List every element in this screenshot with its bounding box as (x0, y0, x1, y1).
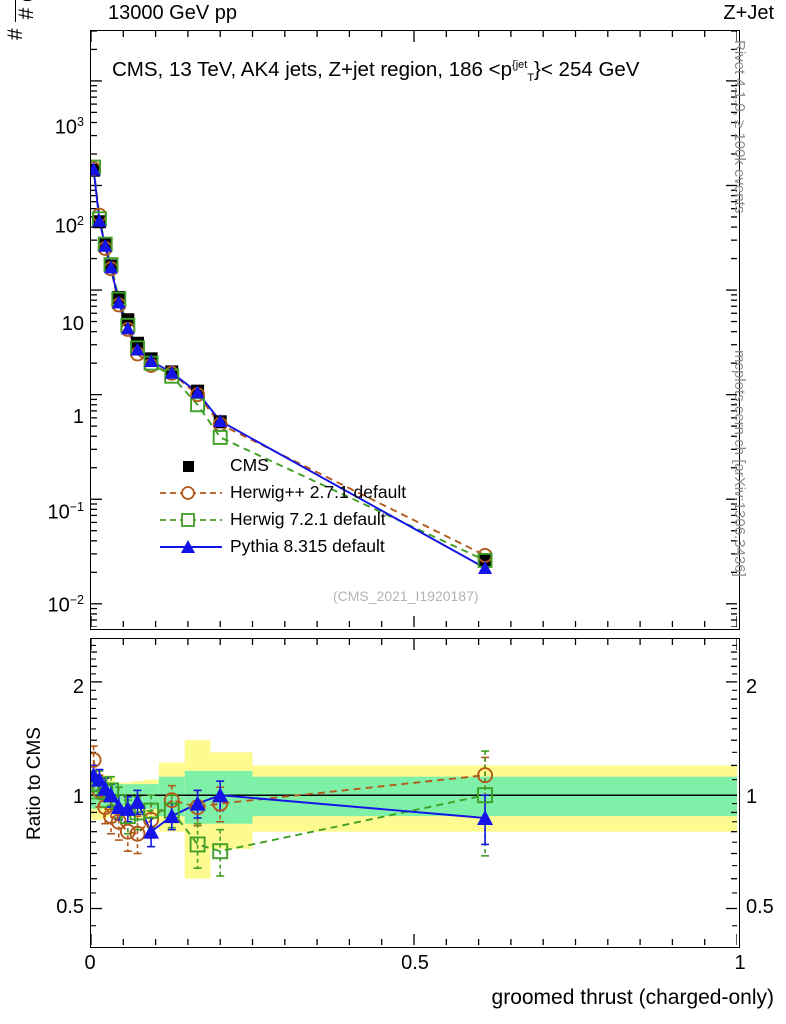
y-tick-1e2: 102 (54, 214, 84, 238)
legend-item-herwigpp[interactable]: Herwig++ 2.7.1 default (160, 479, 406, 506)
legend-item-herwig7[interactable]: Herwig 7.2.1 default (160, 506, 406, 533)
ratio-y-tick-2: 2 (72, 676, 84, 698)
main-plot-panel (90, 30, 740, 630)
legend-label-pythia: Pythia 8.315 default (230, 536, 385, 556)
legend-item-pythia[interactable]: Pythia 8.315 default (160, 533, 406, 560)
ratio-y-tick-right-0.5: 0.5 (746, 896, 774, 918)
plot-title-post: }< 254 GeV (534, 58, 640, 81)
plot-title: CMS, 13 TeV, AK4 jets, Z+jet region, 186… (112, 58, 639, 84)
main-plot-canvas (91, 31, 737, 627)
legend-item-cms[interactable]: CMS (160, 452, 406, 479)
y-tick-1e-1: 10−1 (47, 500, 84, 524)
y-tick-1: 1 (72, 406, 84, 428)
y-tick-1e3: 103 (54, 115, 84, 139)
x-tick-labels: 0 0.5 1 (84, 952, 745, 986)
plot-title-superscript: {jet (512, 59, 528, 72)
legend-label-cms: CMS (230, 455, 269, 475)
y-axis-fraction-1: 1 # d pT (0, 0, 41, 23)
mcplots-credit-text: mcplots.cern.ch [arXiv:1306.3436] (731, 350, 748, 577)
legend: CMS Herwig++ 2.7.1 default Herwig 7.2.1 … (160, 452, 406, 560)
analysis-id-watermark: (CMS_2021_I1920187) (333, 588, 479, 604)
header-energy-beam: 13000 GeV pp (108, 2, 237, 24)
main-y-tick-labels: 103 102 10 1 10−1 10−2 (0, 30, 84, 630)
ratio-plot-panel (90, 638, 740, 948)
plot-title-subscript: T (527, 72, 535, 85)
x-tick-0: 0 (84, 952, 96, 974)
ratio-y-tick-0.5: 0.5 (56, 896, 84, 918)
ratio-plot-canvas (91, 639, 737, 945)
header-process: Z+Jet (723, 2, 774, 24)
legend-marker-cms (183, 460, 194, 472)
x-axis-label: groomed thrust (charged-only) (491, 986, 774, 1009)
x-tick-0.5: 0.5 (401, 952, 429, 974)
plot-title-pre: CMS, 13 TeV, AK4 jets, Z+jet region, 186… (112, 58, 513, 81)
legend-marker-herwigpp (160, 485, 222, 500)
y-tick-1e-2: 10−2 (47, 593, 84, 617)
y-tick-10: 10 (61, 313, 84, 335)
legend-label-herwigpp: Herwig++ 2.7.1 default (230, 482, 407, 502)
ratio-y-tick-labels: 2 1 0.5 (0, 638, 84, 948)
ratio-y-tick-right-2: 2 (746, 676, 758, 698)
rivet-version-text: Rivet 4.1.0, ≥ 100k events (731, 40, 748, 214)
ratio-y-tick-1: 1 (72, 786, 84, 808)
ratio-y-tick-labels-right: 2 1 0.5 (746, 638, 786, 948)
x-tick-1: 1 (734, 952, 746, 974)
legend-marker-herwig7 (160, 512, 222, 527)
legend-marker-pythia (160, 539, 222, 553)
legend-label-herwig7: Herwig 7.2.1 default (230, 509, 386, 529)
ratio-y-tick-right-1: 1 (746, 786, 758, 808)
